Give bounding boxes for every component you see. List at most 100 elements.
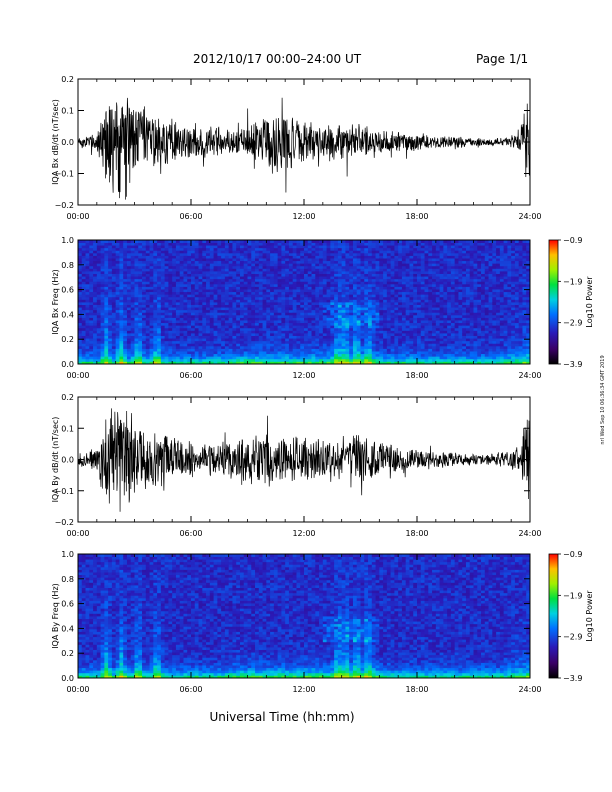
bx-freq-cell xyxy=(100,312,105,316)
bx-freq-cell xyxy=(281,317,286,321)
bx-freq-cell xyxy=(330,263,335,267)
bx-freq-cell xyxy=(364,343,369,347)
bx-freq-cell xyxy=(398,265,403,269)
bx-freq-cell xyxy=(417,265,422,269)
bx-freq-cell xyxy=(119,340,124,344)
bx-freq-cell xyxy=(337,252,343,256)
bx-freq-cell xyxy=(304,340,309,344)
bx-freq-cell xyxy=(179,289,184,293)
bx-freq-cell xyxy=(454,358,459,362)
bx-freq-cell xyxy=(168,356,173,360)
bx-freq-cell xyxy=(300,325,305,329)
bx-freq-cell xyxy=(258,314,263,318)
bx-freq-cell xyxy=(424,356,429,360)
bx-freq-cell xyxy=(168,307,173,311)
bx-freq-cell xyxy=(217,273,222,277)
bx-freq-cell xyxy=(126,299,132,303)
bx-freq-cell xyxy=(142,247,147,251)
bx-freq-cell xyxy=(307,283,312,287)
bx-freq-cell xyxy=(401,258,407,262)
bx-freq-cell xyxy=(130,340,135,344)
bx-freq-cell xyxy=(108,286,113,290)
bx-freq-cell xyxy=(251,289,256,293)
bx-freq-cell xyxy=(394,281,399,285)
bx-freq-cell xyxy=(296,317,301,321)
bx-freq-cell xyxy=(108,307,113,311)
bx-freq-cell xyxy=(281,276,286,280)
bx-freq-cell xyxy=(443,296,448,300)
bx-freq-cell xyxy=(424,317,429,321)
bx-freq-cell xyxy=(277,335,282,339)
bx-freq-cell xyxy=(187,263,192,267)
bx-freq-cell xyxy=(337,240,343,243)
bx-freq-cell xyxy=(356,286,361,290)
bx-freq-cell xyxy=(447,260,452,264)
bx-freq-cell xyxy=(386,296,392,300)
bx-freq-cell xyxy=(108,338,113,342)
bx-freq-cell xyxy=(307,255,312,259)
bx-freq-cell xyxy=(450,353,456,357)
bx-freq-cell xyxy=(288,312,294,316)
bx-freq-cell xyxy=(262,322,267,326)
bx-freq-cell xyxy=(409,291,414,295)
bx-freq-cell xyxy=(78,250,83,254)
bx-freq-cell xyxy=(100,333,105,336)
bx-freq-cell xyxy=(413,294,418,298)
bx-freq-cell xyxy=(78,307,83,311)
bx-freq-cell xyxy=(270,240,275,243)
bx-freq-cell xyxy=(300,327,305,331)
bx-freq-cell xyxy=(179,327,184,331)
bx-freq-cell xyxy=(315,278,320,282)
bx-freq-cell xyxy=(266,245,271,249)
bx-freq-cell xyxy=(130,250,135,254)
bx-freq-cell xyxy=(315,317,320,321)
bx-freq-cell xyxy=(251,240,256,243)
bx-freq-cell xyxy=(360,299,365,303)
bx-freq-cell xyxy=(288,252,294,256)
bx-freq-cell xyxy=(153,281,158,285)
bx-freq-cell xyxy=(262,258,267,262)
bx-freq-cell xyxy=(78,265,83,269)
bx-freq-cell xyxy=(315,327,320,331)
bx-freq-cell xyxy=(273,250,279,254)
bx-freq-cell xyxy=(115,343,120,347)
bx-freq-cell xyxy=(352,240,358,243)
bx-freq-cell xyxy=(341,281,346,285)
bx-freq-cell xyxy=(126,291,132,295)
bx-freq-cell xyxy=(360,263,365,267)
bx-freq-cell xyxy=(334,325,339,329)
bx-freq-cell xyxy=(123,302,128,305)
bx-freq-cell xyxy=(81,281,86,285)
bx-freq-cell xyxy=(292,291,297,295)
bx-freq-cell xyxy=(368,333,373,336)
bx-freq-cell xyxy=(194,299,199,303)
bx-freq-cell xyxy=(160,268,166,272)
bx-freq-cell xyxy=(157,340,162,344)
bx-freq-cell xyxy=(168,333,173,336)
bx-freq-cell xyxy=(100,281,105,285)
bx-freq-cell xyxy=(198,338,203,342)
bx-freq-cell xyxy=(379,265,384,269)
bx-freq-cell xyxy=(145,255,150,259)
bx-freq-cell xyxy=(337,345,343,349)
bx-freq-cell xyxy=(334,271,339,274)
bx-freq-cell xyxy=(258,265,263,269)
bx-freq-cell xyxy=(81,302,86,305)
bx-freq-cell xyxy=(315,302,320,305)
bx-freq-cell xyxy=(100,296,105,300)
bx-freq-cell xyxy=(198,317,203,321)
bx-freq-cell xyxy=(168,240,173,243)
bx-freq-cell xyxy=(183,273,188,277)
bx-freq-cell xyxy=(383,335,388,339)
bx-freq-cell xyxy=(270,260,275,264)
bx-freq-cell xyxy=(371,333,376,336)
bx-freq-cell xyxy=(209,255,214,259)
bx-freq-cell xyxy=(202,252,207,256)
bx-freq-cell xyxy=(450,260,456,264)
bx-freq-cell xyxy=(228,268,233,272)
bx-freq-cell xyxy=(224,317,230,321)
bx-freq-cell xyxy=(345,330,350,334)
bx-freq-cell xyxy=(175,361,181,365)
bx-freq-cell xyxy=(187,330,192,334)
bx-freq-cell xyxy=(379,312,384,316)
